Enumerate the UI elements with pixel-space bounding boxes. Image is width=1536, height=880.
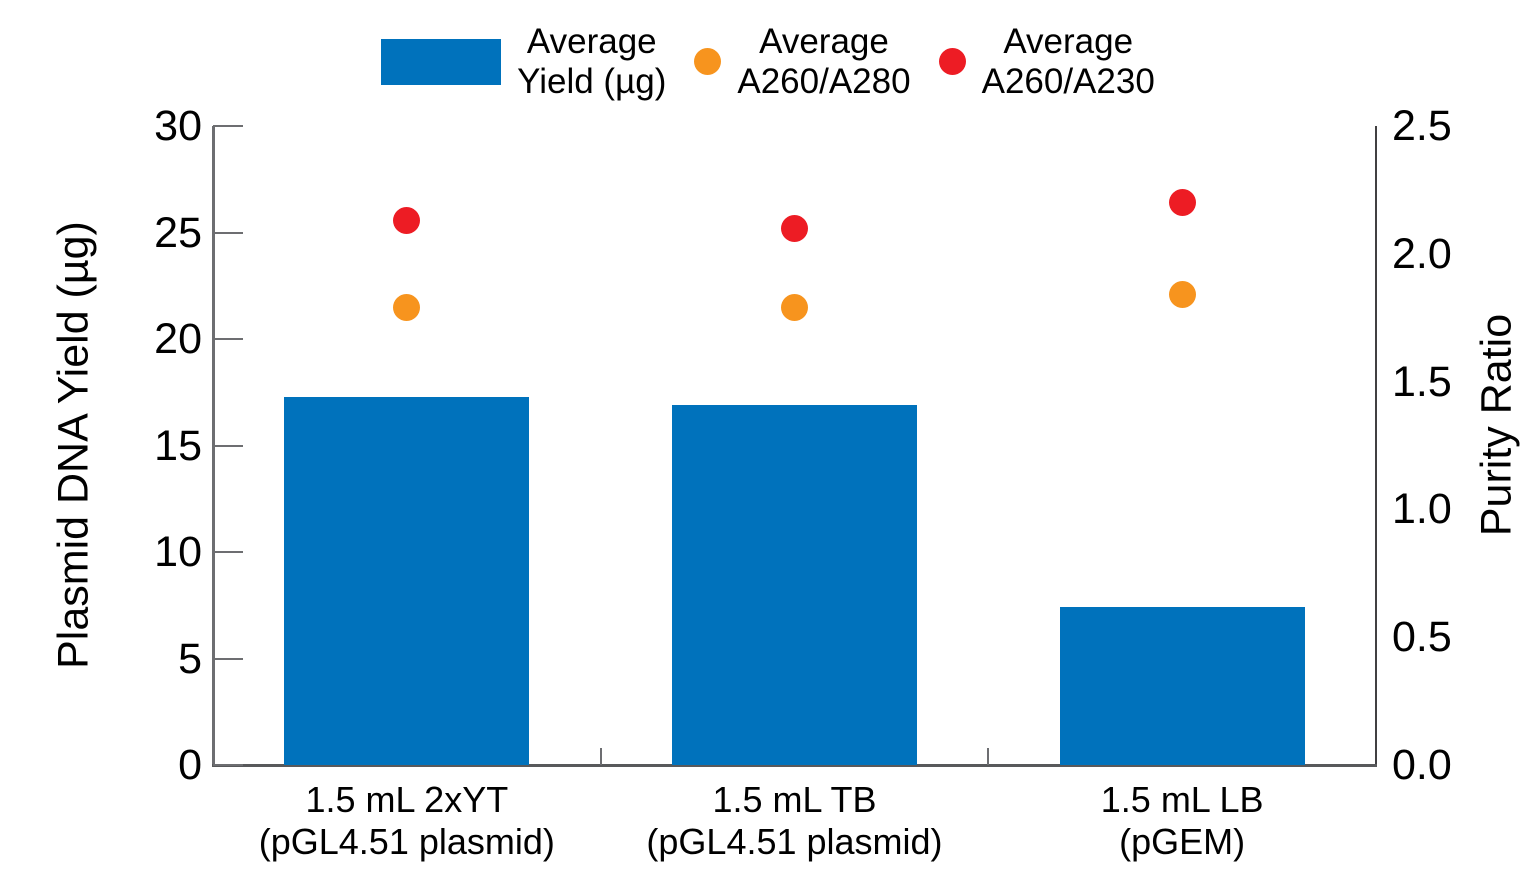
yield-bar-swatch [381,38,502,85]
right-axis-tick-label: 0.5 [1392,613,1452,662]
legend-label-a260-a230: Average A260/A230 [981,22,1155,101]
yield-bar [284,396,530,765]
y-axis-tick [213,125,243,127]
y-axis-tick [213,231,243,234]
a260-a280-point [393,293,421,321]
legend: Average Yield (µg) Average A260/A280 Ave… [0,22,1536,101]
x-axis-line [212,764,1377,767]
a260-a280-dot-swatch [694,48,722,76]
right-axis-tick-label: 2.5 [1392,102,1452,150]
right-axis-tick-label: 2.0 [1392,229,1452,278]
y-axis-tick-label: 20 [154,315,202,363]
left-axis-line [212,126,215,767]
y-axis-tick-label: 25 [154,208,202,257]
right-axis-tick-label: 1.5 [1392,357,1452,406]
y-axis-tick [213,338,243,340]
a260-a230-point [781,214,808,242]
x-axis-category-label: 1.5 mL LB (pGEM) [1100,779,1264,863]
a260-a230-point [393,207,421,235]
y-axis-tick [213,764,243,766]
legend-label-average-yield: Average Yield (µg) [517,22,667,101]
a260-a280-point [781,293,808,321]
x-axis-tick [987,748,990,765]
a260-a280-point [1168,281,1196,309]
legend-item-a260-a230: Average A260/A230 [938,22,1155,101]
right-axis-tick-label: 1.0 [1392,485,1452,534]
a260-a230-dot-swatch [938,48,966,76]
a260-a230-point [1168,189,1196,217]
yield-bar [672,405,917,765]
y-axis-tick-label: 5 [178,634,202,683]
yield-bar [1059,607,1305,765]
y-axis-tick-label: 30 [154,102,202,150]
y-axis-tick [213,551,243,553]
y-axis-tick [213,657,243,660]
y-axis-tick-label: 15 [154,421,202,470]
right-axis-tick-label: 0.0 [1392,741,1452,789]
legend-label-a260-a280: Average A260/A280 [737,22,911,101]
legend-item-a260-a280: Average A260/A280 [694,22,911,101]
x-axis-category-label: 1.5 mL TB (pGL4.51 plasmid) [646,779,943,863]
right-axis-line [1375,126,1377,767]
legend-item-average-yield: Average Yield (µg) [381,22,666,101]
y-axis-tick [213,444,243,447]
y-axis-tick-label: 0 [178,741,202,789]
x-axis-tick [599,748,602,765]
y-axis-tick-label: 10 [154,528,202,576]
x-axis-category-label: 1.5 mL 2xYT (pGL4.51 plasmid) [258,779,555,863]
